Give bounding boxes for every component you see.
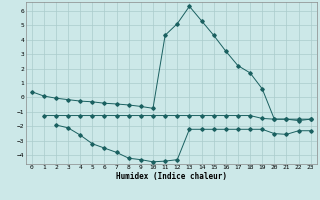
X-axis label: Humidex (Indice chaleur): Humidex (Indice chaleur): [116, 172, 227, 181]
